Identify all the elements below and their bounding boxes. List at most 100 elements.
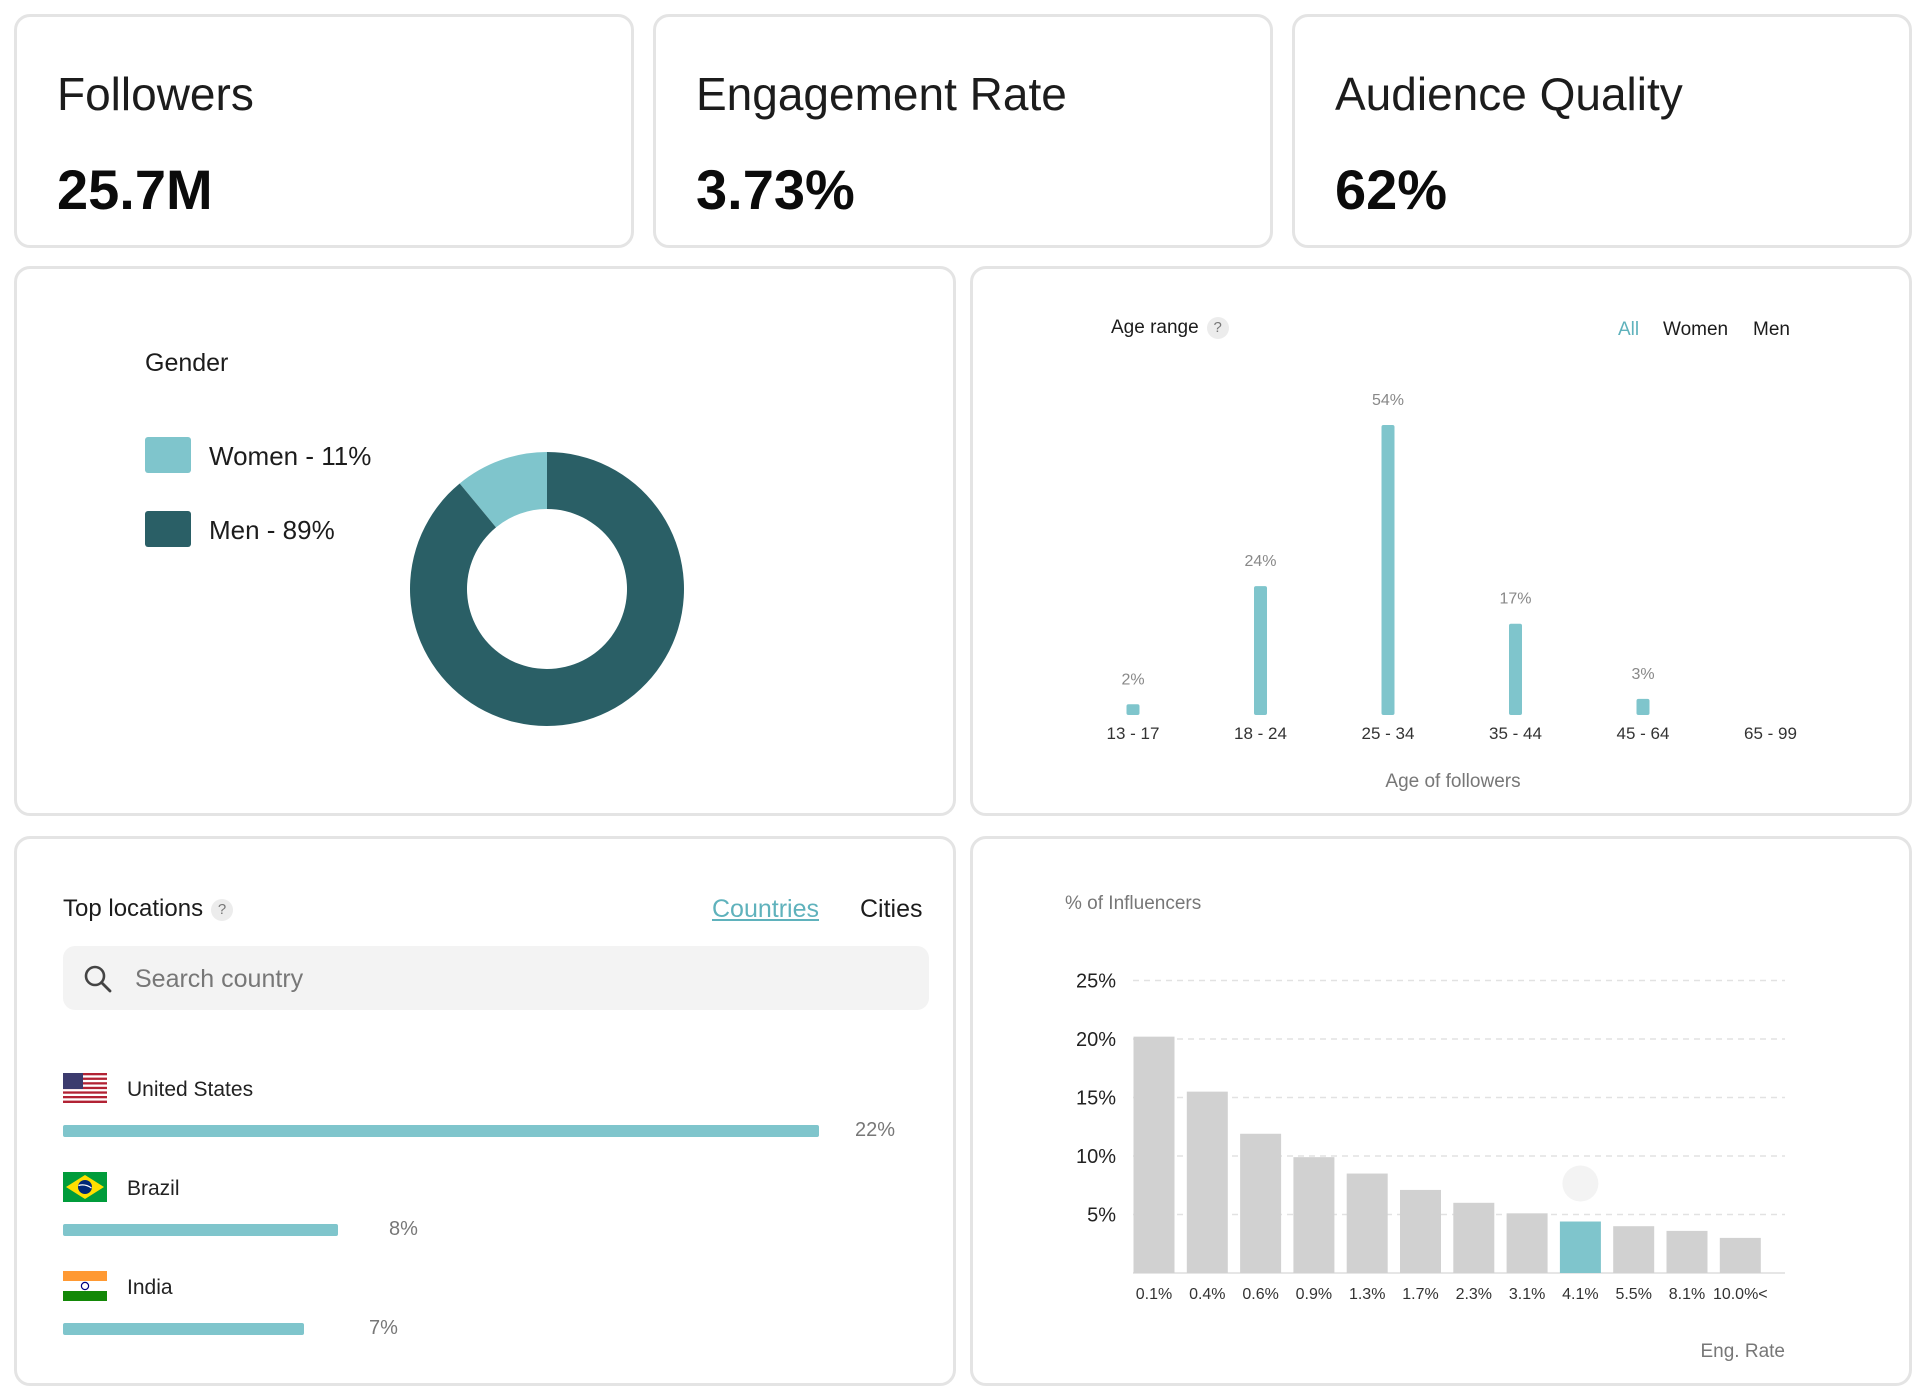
eng-bar-1[interactable] <box>1186 1091 1228 1273</box>
location-name-india: India <box>127 1276 173 1299</box>
age-tick-label-0: 13 - 17 <box>1107 724 1160 743</box>
audience-quality-label: Audience Quality <box>1335 68 1683 120</box>
eng-bar-2[interactable] <box>1240 1133 1282 1273</box>
age-bar-3[interactable] <box>1509 623 1522 715</box>
location-name-us: United States <box>127 1078 254 1101</box>
eng-y-tick-3: 20% <box>1076 1029 1116 1051</box>
age-x-axis-label: Age of followers <box>1385 771 1520 792</box>
location-name-brazil: Brazil <box>127 1177 180 1200</box>
eng-bar-7[interactable] <box>1506 1213 1548 1273</box>
age-range-title: Age range? <box>1111 317 1229 339</box>
location-bar-india <box>63 1323 304 1335</box>
location-bar-track-brazil <box>63 1224 819 1236</box>
location-value-india: 7% <box>369 1317 398 1339</box>
eng-bar-6[interactable] <box>1453 1202 1495 1273</box>
eng-x-tick-9: 5.5% <box>1615 1286 1651 1303</box>
top-locations-title-text: Top locations <box>63 895 204 922</box>
age-tick-label-4: 45 - 64 <box>1617 724 1670 743</box>
age-tick-label-3: 35 - 44 <box>1489 724 1542 743</box>
top-locations-help-icon[interactable]: ? <box>211 898 234 921</box>
legend-label-women: Women - 11% <box>209 441 372 471</box>
tab-countries[interactable]: Countries <box>712 895 819 923</box>
age-range-title-text: Age range <box>1111 317 1199 339</box>
location-bar-track-india <box>63 1323 819 1335</box>
eng-bar-8[interactable] <box>1559 1221 1601 1273</box>
followers-card: Followers 25.7M <box>14 14 634 248</box>
age-range-card: Age range? All Women Men 2% 13 - 17 24% 18 … <box>970 266 1912 816</box>
eng-x-tick-5: 1.7% <box>1402 1286 1438 1303</box>
age-tick-label-5: 65 - 99 <box>1744 724 1797 743</box>
engagement-distribution-chart: % of Influencers 5% 10% 15% 20% 25% 0.1% 0.4% 0.… <box>1065 893 1786 1362</box>
search-country-field[interactable] <box>63 946 929 1012</box>
location-bar-brazil <box>63 1224 338 1236</box>
age-tick-label-1: 18 - 24 <box>1234 724 1287 743</box>
eng-x-tick-4: 1.3% <box>1349 1286 1385 1303</box>
location-value-brazil: 8% <box>389 1218 418 1240</box>
legend-swatch-men <box>145 511 191 547</box>
tab-cities[interactable]: Cities <box>860 895 923 923</box>
audience-quality-card: Audience Quality 62% <box>1292 14 1912 248</box>
eng-x-tick-0: 0.1% <box>1136 1286 1172 1303</box>
eng-y-tick-0: 5% <box>1087 1205 1116 1227</box>
eng-x-tick-1: 0.4% <box>1189 1286 1225 1303</box>
eng-bar-3[interactable] <box>1293 1157 1335 1273</box>
age-range-chart: 2% 13 - 17 24% 18 - 24 54% 25 - 34 17% 35 - 44 3… <box>1107 392 1797 792</box>
age-tick-label-2: 25 - 34 <box>1362 724 1415 743</box>
age-bar-1[interactable] <box>1254 586 1267 715</box>
eng-bar-10[interactable] <box>1666 1230 1708 1273</box>
eng-x-tick-6: 2.3% <box>1456 1286 1492 1303</box>
engagement-distribution-card: % of Influencers 5% 10% 15% 20% 25% 0.1% 0.4% 0.… <box>970 836 1912 1386</box>
eng-y-tick-1: 10% <box>1076 1146 1116 1168</box>
eng-y-axis-title: % of Influencers <box>1065 893 1201 914</box>
age-filter-women[interactable]: Women <box>1663 319 1729 340</box>
eng-x-tick-7: 3.1% <box>1509 1286 1545 1303</box>
legend-swatch-women <box>145 437 191 473</box>
age-filter-all[interactable]: All <box>1618 319 1640 340</box>
gender-title: Gender <box>145 349 229 377</box>
eng-y-tick-4: 25% <box>1076 971 1116 993</box>
legend-label-men: Men - 89% <box>209 515 335 545</box>
age-bar-label-1: 24% <box>1244 553 1276 570</box>
age-bar-4[interactable] <box>1636 698 1650 715</box>
eng-bar-9[interactable] <box>1613 1226 1655 1273</box>
age-bar-label-4: 3% <box>1631 666 1654 683</box>
gender-card: Gender Women - 11% Men - 89% <box>14 266 956 816</box>
age-bar-label-0: 2% <box>1121 671 1144 688</box>
location-bar-track-us <box>63 1125 819 1137</box>
engagement-rate-label: Engagement Rate <box>696 68 1067 120</box>
age-bar-label-3: 17% <box>1499 591 1531 608</box>
top-locations-card: Top locations? Countries Cities United S… <box>14 836 956 1386</box>
age-range-help-icon[interactable]: ? <box>1206 317 1229 339</box>
flag-india-icon <box>63 1271 107 1301</box>
followers-value: 25.7M <box>57 158 213 221</box>
eng-marker-dot <box>1562 1165 1599 1202</box>
eng-x-tick-10: 8.1% <box>1669 1286 1705 1303</box>
audience-quality-value: 62% <box>1335 158 1448 221</box>
search-country-input[interactable] <box>133 946 897 1012</box>
eng-bar-0[interactable] <box>1133 1036 1175 1273</box>
engagement-rate-card: Engagement Rate 3.73% <box>653 14 1273 248</box>
eng-bar-11[interactable] <box>1719 1237 1761 1273</box>
age-filter-men[interactable]: Men <box>1753 319 1790 340</box>
eng-y-tick-2: 15% <box>1076 1088 1116 1110</box>
eng-bar-4[interactable] <box>1346 1173 1388 1273</box>
eng-x-axis-title: Eng. Rate <box>1701 1341 1786 1362</box>
eng-x-tick-11: 10.0%< <box>1713 1286 1768 1303</box>
followers-label: Followers <box>57 68 254 120</box>
location-bar-us <box>63 1125 819 1137</box>
donut-slice-women <box>459 452 547 528</box>
donut-slice-men <box>410 452 684 726</box>
age-bar-0[interactable] <box>1126 704 1140 715</box>
top-locations-title: Top locations? <box>63 895 234 923</box>
flag-us-icon <box>63 1073 107 1103</box>
engagement-rate-value: 3.73% <box>696 158 855 221</box>
flag-brazil-icon <box>63 1172 107 1202</box>
age-bar-2[interactable] <box>1381 425 1395 715</box>
eng-x-tick-8: 4.1% <box>1562 1286 1598 1303</box>
eng-x-tick-2: 0.6% <box>1242 1286 1278 1303</box>
gender-donut-chart <box>410 452 684 726</box>
eng-bar-5[interactable] <box>1400 1189 1441 1273</box>
age-bar-label-2: 54% <box>1372 392 1404 409</box>
location-value-us: 22% <box>855 1119 896 1141</box>
search-icon <box>84 965 112 993</box>
